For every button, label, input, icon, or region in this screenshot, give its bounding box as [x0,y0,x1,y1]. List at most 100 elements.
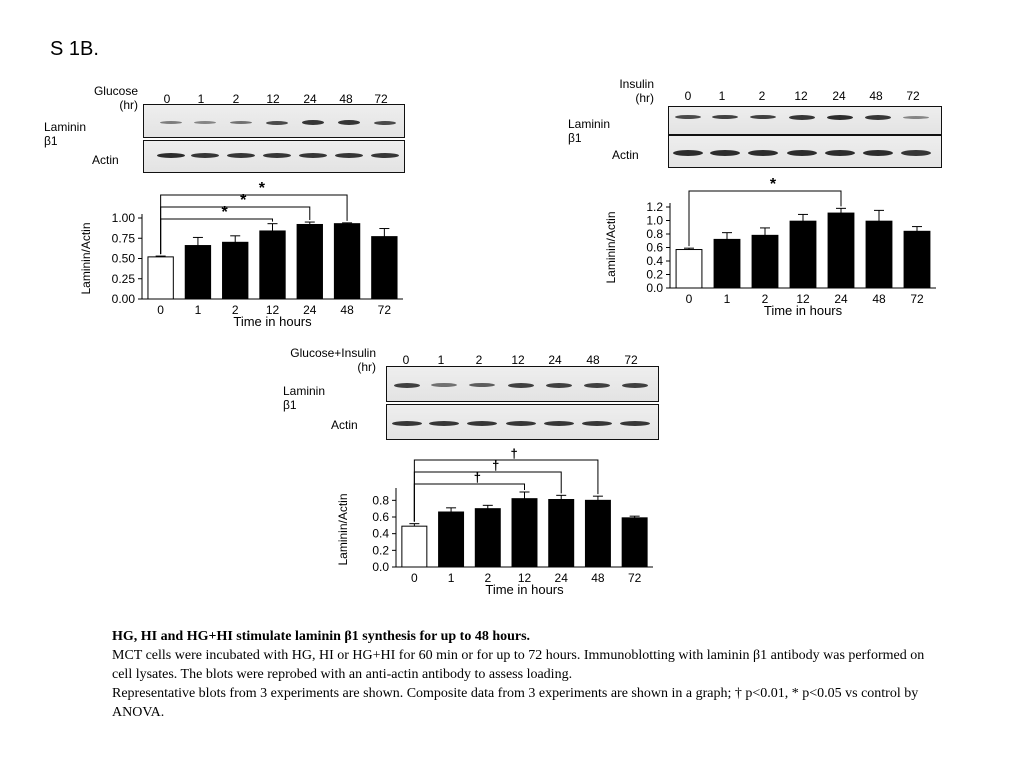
glucose-lane-label-1: 1 [197,92,205,106]
glucose-lane-label-0: 0 [163,92,171,106]
combo-actin-blot [386,404,659,440]
insulin-lane-label-72: 72 [906,89,920,103]
y-tick-label: 0.6 [646,241,663,255]
y-tick-label: 0.4 [646,254,663,268]
glucose-lane-label-72: 72 [374,92,388,106]
blot-band [160,121,182,125]
x-axis-label: Time in hours [485,582,564,597]
blot-band [194,121,216,125]
combo-lane-label-12: 12 [511,353,525,367]
blot-band [546,382,572,388]
x-tick-label: 72 [910,292,924,306]
combo-actin-label: Actin [331,418,358,432]
x-axis-label: Time in hours [233,314,312,329]
glucose-lane-label-24: 24 [303,92,317,106]
blot-band [863,149,893,156]
combo-lane-label-24: 24 [548,353,562,367]
bar-12 [789,220,817,289]
insulin-laminin-label: Laminin β1 [568,117,611,145]
y-axis-label: Laminin/Actin [336,493,350,565]
blot-band [263,153,291,159]
blot-band [191,153,219,159]
blot-band [789,114,815,120]
x-tick-label: 48 [872,292,886,306]
significance-marker: † [511,446,518,461]
y-tick-label: 0.00 [112,292,136,306]
x-tick-label: 72 [628,571,642,585]
glucose-lane-label-2: 2 [232,92,240,106]
blot-band [335,153,363,159]
significance-marker: * [770,176,777,193]
glucose-laminin-blot [143,104,405,138]
x-tick-label: 12 [796,292,810,306]
blot-band [901,149,931,156]
combo-lane-label-0: 0 [402,353,410,367]
bar-24 [548,499,575,568]
blot-band [750,115,776,120]
y-tick-label: 0.2 [646,268,663,282]
x-tick-label: 0 [157,303,164,317]
insulin-actin-blot [668,135,942,168]
insulin-lane-label-2: 2 [758,89,766,103]
significance-bracket [413,459,599,522]
glucose-actin-blot [143,140,405,173]
bar-72 [371,236,398,300]
blot-band [787,149,817,156]
bar-1 [713,238,741,289]
blot-band [622,382,648,388]
glucose-lane-label-12: 12 [266,92,280,106]
x-tick-label: 48 [340,303,354,317]
y-tick-label: 1.0 [646,214,663,228]
caption-title: HG, HI and HG+HI stimulate laminin β1 sy… [112,629,531,644]
significance-marker: † [492,458,499,473]
blot-band [431,383,457,387]
blot-band [508,382,534,388]
y-tick-label: 0.0 [646,281,663,295]
x-tick-label: 1 [724,292,731,306]
insulin-laminin-blot [668,106,942,135]
bar-2 [474,508,501,568]
insulin-lane-label-12: 12 [794,89,808,103]
blot-band [227,153,255,159]
blot-band [673,149,703,156]
y-tick-label: 0.50 [112,252,136,266]
insulin-lane-label-1: 1 [718,89,726,103]
y-tick-label: 0.4 [372,527,389,541]
bar-1 [184,245,212,300]
bar-72 [621,517,648,568]
y-tick-label: 0.0 [372,560,389,574]
blot-band [748,149,778,156]
blot-band [712,115,738,120]
combo-laminin-label: Laminin β1 [283,384,326,412]
x-tick-label: 2 [762,292,769,306]
blot-band [675,115,701,120]
y-axis-label: Laminin/Actin [79,222,93,294]
figure-label: S 1B. [50,38,99,60]
bar-0 [401,525,428,568]
blot-band [584,382,610,388]
significance-bracket [160,218,273,255]
insulin-actin-label: Actin [612,148,639,162]
x-tick-label: 2 [484,571,491,585]
glucose-header-label: Glucose (hr) [93,84,138,112]
blot-band [371,153,399,159]
significance-marker: † [474,470,481,485]
y-tick-label: 0.2 [372,543,389,557]
blot-band [302,120,324,126]
bar-1 [438,511,465,568]
insulin-header-label: Insulin (hr) [619,77,654,105]
y-tick-label: 0.8 [372,493,389,507]
bar-2 [222,241,249,300]
x-tick-label: 1 [448,571,455,585]
combo-header-label: Glucose+Insulin (hr) [290,346,376,374]
blot-band [827,114,853,120]
bar-0 [147,256,174,300]
blot-band [865,114,891,120]
bar-24 [296,223,323,300]
blot-band [506,420,536,426]
glucose-lane-label-48: 48 [339,92,353,106]
insulin-lane-label-24: 24 [832,89,846,103]
x-tick-label: 24 [834,292,848,306]
